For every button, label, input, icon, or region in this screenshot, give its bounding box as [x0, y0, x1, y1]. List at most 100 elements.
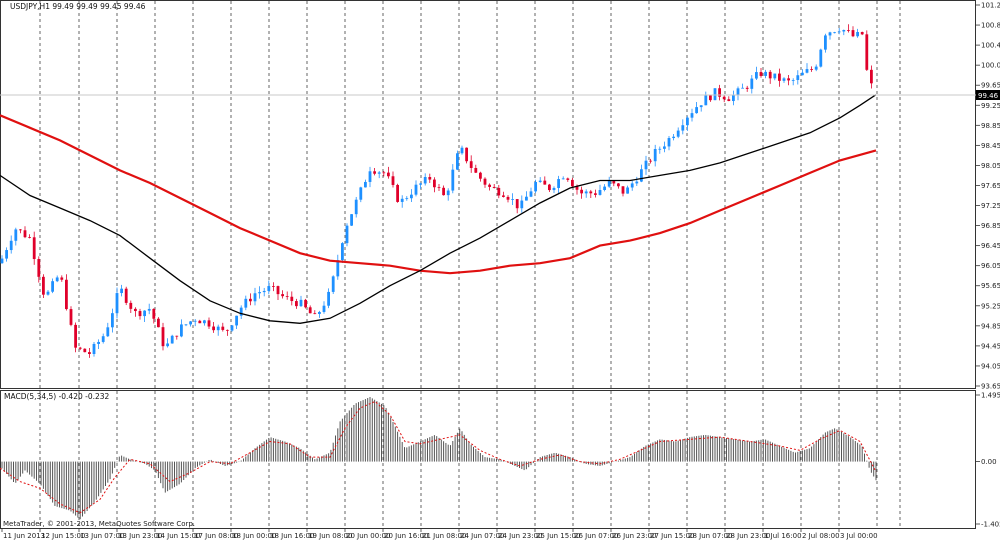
price-tick-label: 100.85 [981, 22, 1000, 30]
candle-body [83, 348, 87, 353]
candle-body [308, 307, 312, 314]
candle-body [548, 184, 551, 191]
candle-body [299, 299, 303, 307]
time-tick-label: 3 Jul 00:00 [840, 532, 878, 540]
candle-body [19, 229, 22, 231]
candle-body [276, 286, 280, 295]
candle-body [796, 75, 800, 81]
candle-body [138, 311, 142, 317]
candle-body [594, 193, 597, 195]
candle-body [258, 292, 261, 294]
candle-body [331, 276, 335, 292]
candle-body [543, 180, 547, 185]
candle-body [534, 181, 537, 192]
candle-body [193, 320, 197, 322]
time-tick-label: 26 Jun 23:00 [612, 532, 656, 540]
time-tick-label: 21 Jun 08:00 [422, 532, 466, 540]
price-tick-label: 95.65 [981, 282, 1000, 290]
candle-body [14, 229, 18, 241]
time-tick-label: 13 Jun 07:00 [80, 532, 124, 540]
chart-header: USDJPY,H1 99.49 99.49 99.45 99.46 [10, 2, 146, 11]
candle-body [842, 30, 846, 32]
candle-body [621, 186, 625, 194]
candle-body [267, 286, 271, 291]
candle-body [713, 88, 717, 101]
candle-body [460, 147, 464, 154]
candle-body [88, 352, 91, 355]
price-tick-label: 97.25 [981, 202, 1000, 210]
price-tick-label: 96.45 [981, 242, 1000, 250]
candle-body [32, 237, 36, 260]
candle-body [327, 291, 330, 306]
candle-body [635, 181, 639, 184]
candle-body [589, 191, 593, 194]
candle-body [42, 276, 45, 295]
candle-body [212, 326, 215, 331]
candle-body [658, 148, 662, 150]
candle-body [745, 87, 749, 89]
time-tick-label: 13 Jun 23:00 [118, 532, 162, 540]
candle-body [368, 171, 372, 182]
current-price-tag [976, 90, 1000, 100]
time-tick-label: 24 Jun 07:00 [460, 532, 504, 540]
candle-body [561, 178, 565, 180]
candle-body [203, 320, 206, 324]
candle-body [732, 94, 735, 102]
candle-body [400, 198, 404, 202]
candle-body [414, 184, 418, 195]
candle-body [686, 117, 689, 126]
time-tick-label: 2 Jul 08:00 [802, 532, 840, 540]
candle-body [423, 176, 427, 184]
candle-body [134, 308, 137, 312]
candle-body [810, 69, 813, 70]
candle-body [216, 326, 220, 331]
candle-body [699, 105, 703, 108]
candle-body [184, 324, 188, 326]
time-tick-label: 26 Jun 07:00 [574, 532, 618, 540]
candle-body [801, 72, 804, 76]
candle-body [488, 184, 491, 187]
candle-body [396, 184, 399, 202]
candle-body [515, 199, 519, 209]
candle-body [189, 321, 192, 325]
price-axis: 101.25 100.85 100.45 100.05 99.65 99.25 98.85 9… [976, 2, 1000, 391]
candle-body [147, 308, 151, 311]
price-tick-label: 100.45 [981, 42, 1000, 50]
candle-body [69, 309, 73, 325]
candle-body [575, 186, 579, 190]
candle-body [157, 318, 160, 328]
candle-body [124, 288, 128, 303]
candle-body [690, 113, 694, 118]
time-tick-label: 25 Jun 15:00 [536, 532, 580, 540]
candle-body [851, 30, 855, 37]
candle-body [828, 32, 832, 36]
candle-body [78, 347, 82, 349]
candle-body [221, 326, 225, 330]
candle-body [833, 32, 836, 34]
candle-body [226, 329, 229, 331]
candle-body [791, 80, 795, 81]
candle-body [322, 305, 326, 312]
price-tick-label: 100.05 [981, 62, 1000, 70]
candle-body [46, 291, 50, 295]
candle-body [442, 187, 445, 196]
candle-body [759, 72, 763, 76]
candle-body [170, 335, 174, 344]
candle-body [65, 279, 68, 310]
candle-body [782, 78, 786, 81]
candle-body [318, 311, 321, 314]
candle-body [437, 187, 441, 189]
candle-body [451, 169, 455, 191]
candle-body [552, 187, 556, 191]
candle-body [239, 307, 243, 316]
candle-body [617, 183, 620, 187]
candle-body [120, 288, 123, 294]
candle-body [773, 73, 777, 79]
price-tick-label: 97.65 [981, 182, 1000, 190]
candle-body [180, 324, 183, 337]
candle-body [814, 66, 818, 70]
candle-body [244, 298, 248, 308]
price-tick-label: 96.05 [981, 262, 1000, 270]
candle-body [249, 298, 252, 302]
